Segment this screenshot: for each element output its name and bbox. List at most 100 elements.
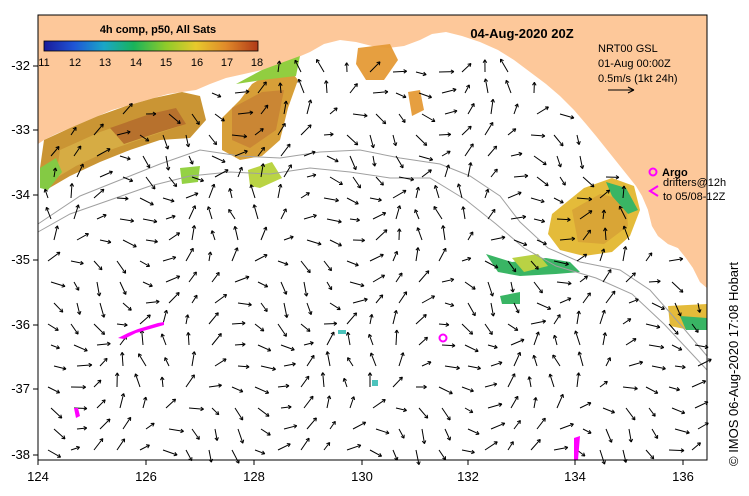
current-arrow <box>553 134 564 147</box>
drifter-track-2 <box>74 408 80 418</box>
current-arrow-head <box>488 330 493 335</box>
current-arrow <box>392 310 397 325</box>
current-arrow <box>326 218 342 223</box>
current-arrow-head <box>542 161 547 166</box>
current-arrow <box>306 302 312 315</box>
current-arrow <box>651 428 659 439</box>
current-arrow <box>260 104 269 115</box>
current-arrow-head <box>514 395 519 400</box>
current-arrow <box>326 155 339 163</box>
current-arrow <box>214 294 227 304</box>
current-arrow-head <box>628 438 634 443</box>
current-arrow-head <box>337 242 342 247</box>
current-arrow <box>211 407 220 416</box>
current-arrow <box>461 323 473 335</box>
current-arrow-head <box>120 352 125 356</box>
current-arrow <box>398 428 405 439</box>
current-arrow-head <box>213 141 218 146</box>
current-arrow <box>691 380 706 388</box>
current-arrow <box>418 92 432 98</box>
current-arrow-head <box>681 364 686 370</box>
current-arrow-head <box>176 120 181 124</box>
colorbar-tick: 12 <box>69 57 81 69</box>
drifter-legend-label-2: to 05/08-12Z <box>663 191 726 203</box>
current-arrow <box>326 395 330 409</box>
current-arrow <box>605 357 611 367</box>
current-arrow <box>323 260 332 272</box>
current-arrow <box>530 320 546 325</box>
current-arrow <box>168 428 184 432</box>
current-arrow-head <box>145 137 150 142</box>
current-arrow-head <box>306 327 311 332</box>
current-arrow-head <box>345 331 351 336</box>
current-arrow-head <box>288 164 292 169</box>
current-arrow <box>208 134 217 146</box>
current-arrow <box>668 323 679 335</box>
current-arrow <box>421 361 432 367</box>
current-arrow-head <box>233 225 238 230</box>
current-arrow <box>122 302 132 311</box>
current-arrow <box>349 281 365 287</box>
current-arrow-head <box>309 341 314 346</box>
current-arrow-head <box>450 277 455 283</box>
current-arrow-head <box>467 256 472 262</box>
current-arrow-head <box>467 125 472 130</box>
current-arrow <box>513 175 528 178</box>
colorbar-tick: 15 <box>160 57 172 69</box>
current-arrow <box>372 91 388 94</box>
current-arrow-head <box>514 103 519 108</box>
current-arrow-head <box>393 310 398 314</box>
current-arrow <box>462 206 466 220</box>
current-arrow-head <box>611 290 616 295</box>
current-arrow-head <box>101 313 106 318</box>
current-arrow-head <box>83 406 88 411</box>
current-arrow-head <box>210 230 215 235</box>
current-arrow <box>47 449 61 458</box>
lon-label: 126 <box>135 469 157 484</box>
current-arrow-head <box>493 145 498 150</box>
current-arrow <box>257 81 267 94</box>
current-arrow-head <box>461 206 466 210</box>
current-arrow-head <box>143 396 148 401</box>
current-arrow-head <box>317 241 322 246</box>
current-arrow-head <box>564 445 569 451</box>
current-arrow-head <box>106 148 111 153</box>
current-arrow <box>142 218 157 223</box>
current-arrow-head <box>678 346 683 351</box>
current-arrow-head <box>129 178 134 183</box>
current-arrow-head <box>574 330 579 335</box>
current-arrow-head <box>403 69 407 74</box>
current-arrow <box>122 103 133 115</box>
current-arrow <box>191 428 200 440</box>
current-arrow <box>668 386 680 391</box>
current-arrow <box>530 197 545 203</box>
current-arrow <box>467 365 481 369</box>
current-arrow <box>214 358 227 367</box>
current-arrow <box>260 163 264 178</box>
current-arrow <box>484 441 498 451</box>
current-arrow <box>487 209 496 220</box>
current-arrow <box>605 428 613 443</box>
current-arrow <box>122 239 137 248</box>
current-arrow-head <box>523 242 528 247</box>
velocity-scale: 0.5m/s (1kt 24h) <box>598 73 677 85</box>
current-arrow-head <box>622 225 627 230</box>
current-arrow <box>549 373 555 388</box>
current-arrow-head <box>360 282 365 288</box>
current-arrow <box>349 155 357 170</box>
colorbar-tick: 17 <box>221 57 233 69</box>
current-arrow <box>369 254 384 262</box>
current-arrow-head <box>536 439 541 443</box>
current-arrow <box>306 239 322 245</box>
current-arrow <box>398 352 404 367</box>
current-arrow <box>326 351 331 367</box>
scale-arrow-head <box>627 86 635 94</box>
current-arrow-head <box>601 460 606 465</box>
current-arrow-head <box>471 312 476 317</box>
current-arrow-head <box>165 166 171 171</box>
current-arrow <box>461 449 475 453</box>
current-arrow <box>73 204 79 220</box>
current-arrow-head <box>603 227 608 232</box>
current-arrow-head <box>263 254 268 258</box>
current-arrow-head <box>217 93 222 98</box>
